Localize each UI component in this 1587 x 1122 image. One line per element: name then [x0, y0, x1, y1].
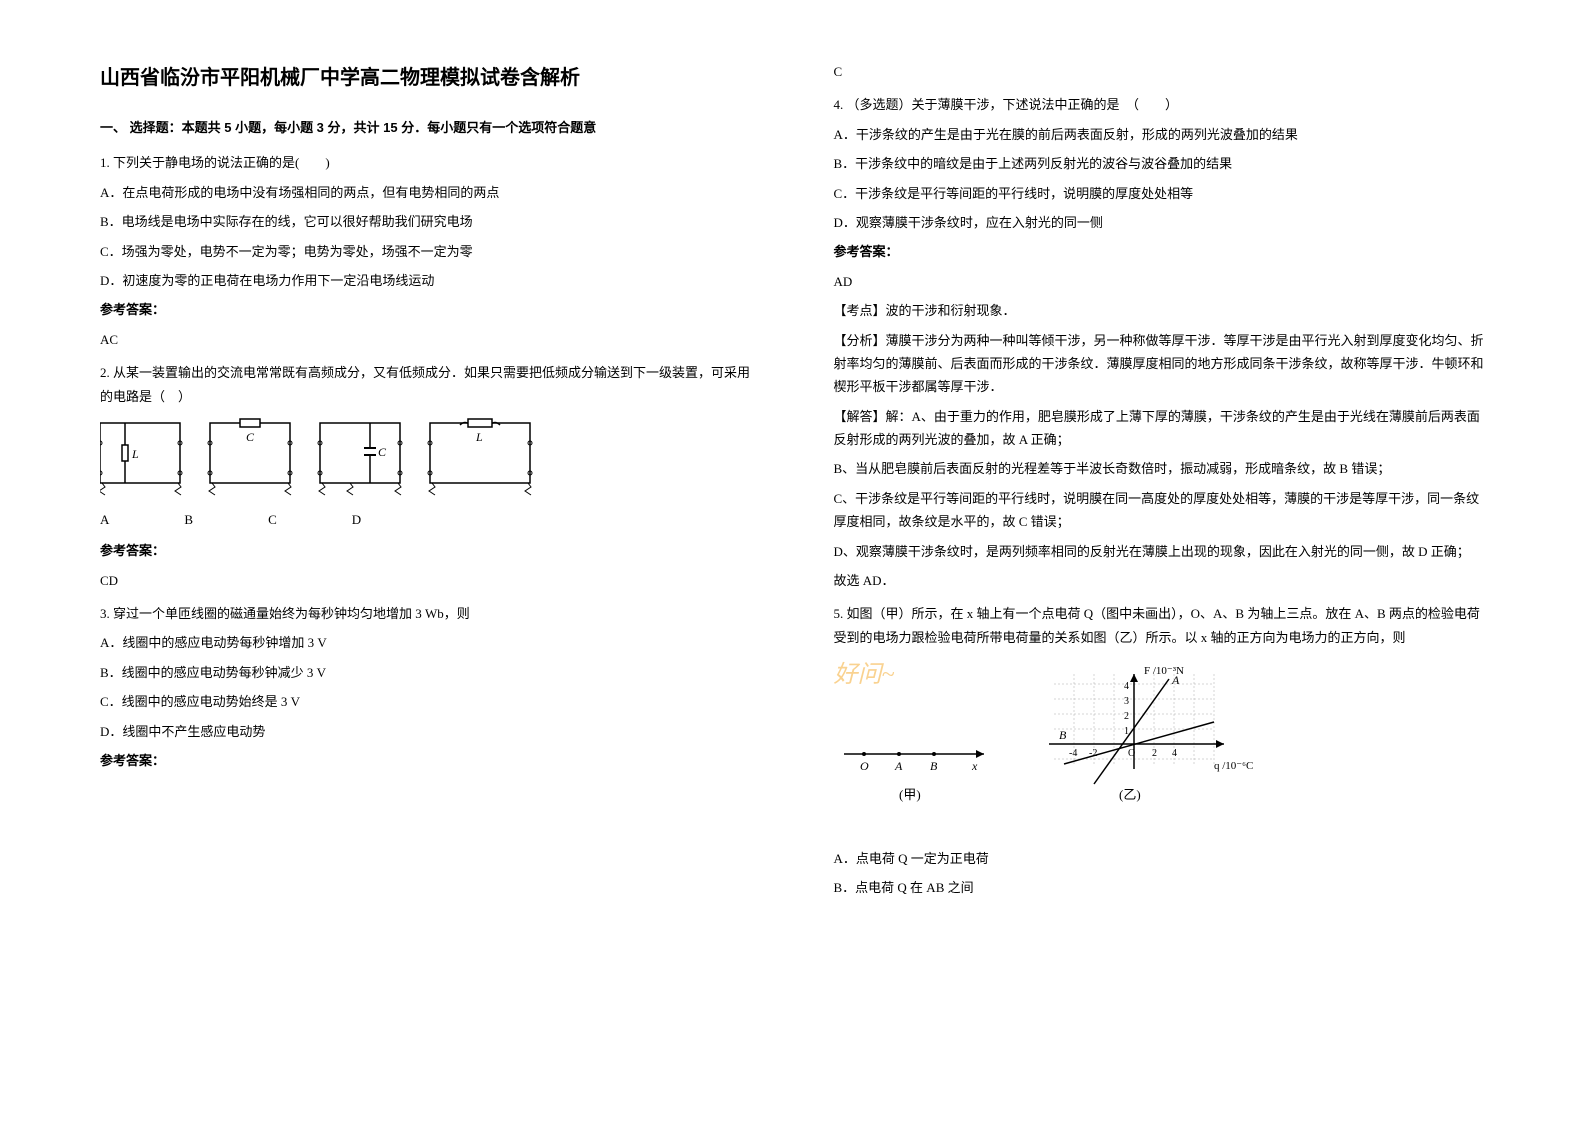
svg-text:O: O: [860, 759, 869, 773]
q2-answer: CD: [100, 569, 754, 592]
q3-option-b: B．线圈中的感应电动势每秒钟减少 3 V: [100, 661, 754, 684]
q5-option-a: A．点电荷 Q 一定为正电荷: [834, 847, 1488, 870]
q1-option-c: C．场强为零处，电势不一定为零；电势为零处，场强不一定为零: [100, 240, 754, 263]
question-4: 4. （多选题）关于薄膜干涉，下述说法中正确的是 （ ） A．干涉条纹的产生是由…: [834, 93, 1488, 592]
svg-text:O: O: [1128, 748, 1135, 759]
svg-text:-4: -4: [1069, 748, 1077, 759]
svg-text:C: C: [378, 445, 387, 459]
q3-answer: C: [834, 60, 1488, 83]
svg-text:F /10⁻³N: F /10⁻³N: [1144, 665, 1184, 677]
section-1-title: 一、 选择题：本题共 5 小题，每小题 3 分，共计 15 分．每小题只有一个选…: [100, 116, 754, 139]
question-1: 1. 下列关于静电场的说法正确的是( ) A．在点电荷形成的电场中没有场强相同的…: [100, 151, 754, 351]
svg-text:4: 4: [1172, 748, 1177, 759]
q4-conclusion: 故选 AD．: [834, 569, 1488, 592]
label-b: B: [184, 508, 193, 531]
circuit-label-row: A B C D: [100, 508, 754, 531]
q3-answer-label: 参考答案：: [100, 749, 754, 772]
svg-text:B: B: [930, 759, 938, 773]
label-a: A: [100, 508, 109, 531]
q1-stem: 1. 下列关于静电场的说法正确的是( ): [100, 151, 754, 174]
q5-figure: 好问~ O A B x (甲): [834, 664, 1488, 831]
q4-stem: 4. （多选题）关于薄膜干涉，下述说法中正确的是 （ ）: [834, 93, 1488, 116]
svg-text:1: 1: [1124, 726, 1129, 737]
q1-option-a: A．在点电荷形成的电场中没有场强相同的两点，但有电势相同的两点: [100, 181, 754, 204]
q4-option-b: B．干涉条纹中的暗纹是由于上述两列反射光的波谷与波谷叠加的结果: [834, 152, 1488, 175]
q1-answer-label: 参考答案：: [100, 298, 754, 321]
q4-option-a: A．干涉条纹的产生是由于光在膜的前后两表面反射，形成的两列光波叠加的结果: [834, 123, 1488, 146]
svg-text:L: L: [131, 447, 139, 461]
q5-chart-svg: O A B x (甲): [834, 664, 1254, 824]
circuit-svg: L C: [100, 418, 550, 498]
q4-answer: AD: [834, 270, 1488, 293]
circuit-diagrams: L C: [100, 418, 754, 498]
q1-option-b: B．电场线是电场中实际存在的线，它可以很好帮助我们研究电场: [100, 210, 754, 233]
q3-stem: 3. 穿过一个单匝线圈的磁通量始终为每秒钟均匀地增加 3 Wb，则: [100, 602, 754, 625]
svg-text:A: A: [894, 759, 903, 773]
svg-text:B: B: [1059, 728, 1067, 742]
q3-option-a: A．线圈中的感应电动势每秒钟增加 3 V: [100, 631, 754, 654]
q2-stem: 2. 从某一装置输出的交流电常常既有高频成分，又有低频成分．如果只需要把低频成分…: [100, 361, 754, 408]
q4-answer-label: 参考答案：: [834, 240, 1488, 263]
q5-option-b: B．点电荷 Q 在 AB 之间: [834, 876, 1488, 899]
label-d: D: [352, 508, 361, 531]
q4-jieda-c: C、干涉条纹是平行等间距的平行线时，说明膜在同一高度处的厚度处处相等，薄膜的干涉…: [834, 487, 1488, 534]
svg-text:(乙): (乙): [1119, 787, 1141, 802]
q1-option-d: D．初速度为零的正电荷在电场力作用下一定沿电场线运动: [100, 269, 754, 292]
svg-text:L: L: [475, 430, 483, 444]
q4-jieda-d: D、观察薄膜干涉条纹时，是两列频率相同的反射光在薄膜上出现的现象，因此在入射光的…: [834, 540, 1488, 563]
q3-option-c: C．线圈中的感应电动势始终是 3 V: [100, 690, 754, 713]
left-column: 山西省临汾市平阳机械厂中学高二物理模拟试卷含解析 一、 选择题：本题共 5 小题…: [0, 0, 794, 1122]
svg-text:(甲): (甲): [899, 787, 921, 802]
svg-text:3: 3: [1124, 696, 1129, 707]
svg-text:q /10⁻⁶C: q /10⁻⁶C: [1214, 760, 1253, 772]
right-column: C 4. （多选题）关于薄膜干涉，下述说法中正确的是 （ ） A．干涉条纹的产生…: [794, 0, 1587, 1122]
question-5: 5. 如图（甲）所示，在 x 轴上有一个点电荷 Q（图中未画出），O、A、B 为…: [834, 602, 1488, 899]
q2-answer-label: 参考答案：: [100, 539, 754, 562]
svg-text:4: 4: [1124, 681, 1129, 692]
svg-text:-2: -2: [1089, 748, 1097, 759]
svg-text:x: x: [971, 759, 978, 773]
q4-fenxi: 【分析】薄膜干涉分为两种一种叫等倾干涉，另一种称做等厚干涉．等厚干涉是由平行光入…: [834, 329, 1488, 399]
q4-jieda-b: B、当从肥皂膜前后表面反射的光程差等于半波长奇数倍时，振动减弱，形成暗条纹，故 …: [834, 457, 1488, 480]
question-3: 3. 穿过一个单匝线圈的磁通量始终为每秒钟均匀地增加 3 Wb，则 A．线圈中的…: [100, 602, 754, 772]
svg-text:2: 2: [1124, 711, 1129, 722]
watermark-icon: 好问~: [834, 654, 895, 697]
label-c: C: [268, 508, 277, 531]
q1-answer: AC: [100, 328, 754, 351]
svg-text:C: C: [246, 430, 255, 444]
question-2: 2. 从某一装置输出的交流电常常既有高频成分，又有低频成分．如果只需要把低频成分…: [100, 361, 754, 592]
q4-option-d: D．观察薄膜干涉条纹时，应在入射光的同一侧: [834, 211, 1488, 234]
q3-option-d: D．线圈中不产生感应电动势: [100, 720, 754, 743]
page-title: 山西省临汾市平阳机械厂中学高二物理模拟试卷含解析: [100, 60, 754, 96]
q5-stem: 5. 如图（甲）所示，在 x 轴上有一个点电荷 Q（图中未画出），O、A、B 为…: [834, 602, 1488, 649]
q4-jieda-a: 【解答】解：A、由于重力的作用，肥皂膜形成了上薄下厚的薄膜，干涉条纹的产生是由于…: [834, 405, 1488, 452]
q4-option-c: C．干涉条纹是平行等间距的平行线时，说明膜的厚度处处相等: [834, 182, 1488, 205]
q4-kaodian: 【考点】波的干涉和衍射现象．: [834, 299, 1488, 322]
svg-text:2: 2: [1152, 748, 1157, 759]
